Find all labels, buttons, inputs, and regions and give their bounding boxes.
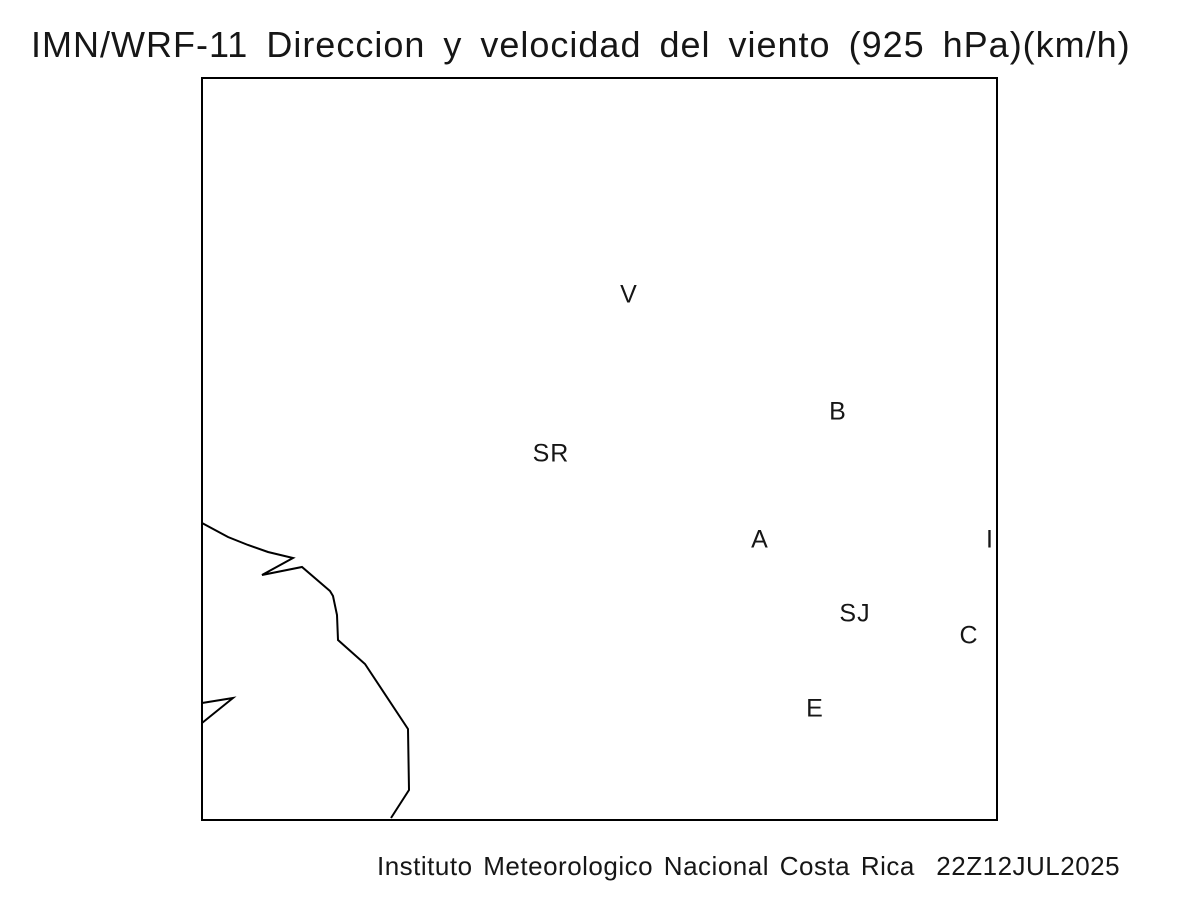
station-label-sj: SJ: [839, 599, 871, 628]
chart-title: IMN/WRF-11 Direccion y velocidad del vie…: [31, 24, 1131, 65]
station-label-e: E: [806, 694, 824, 723]
station-label-v: V: [620, 280, 638, 309]
plot-border: [201, 77, 998, 821]
footer-caption: Instituto Meteorologico Nacional Costa R…: [377, 851, 1121, 881]
station-label-b: B: [829, 397, 847, 426]
station-label-i: I: [986, 525, 994, 554]
station-label-sr: SR: [532, 439, 570, 468]
coastline-0: [201, 522, 411, 819]
coastline-1: [201, 696, 237, 724]
station-label-c: C: [959, 621, 979, 650]
station-label-a: A: [751, 525, 769, 554]
